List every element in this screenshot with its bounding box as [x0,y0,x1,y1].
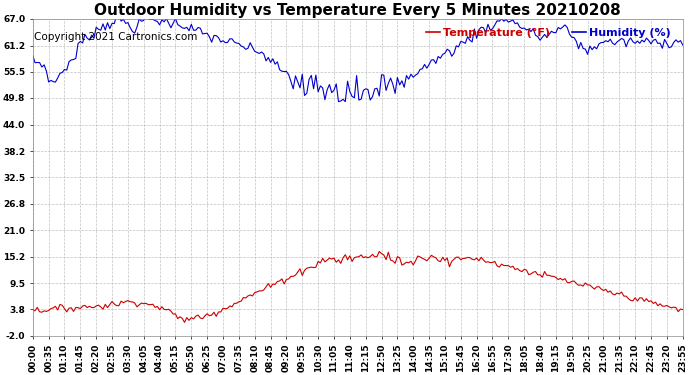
Text: Copyright 2021 Cartronics.com: Copyright 2021 Cartronics.com [34,32,197,42]
Legend: Temperature (°F), Humidity (%): Temperature (°F), Humidity (%) [426,28,671,38]
Title: Outdoor Humidity vs Temperature Every 5 Minutes 20210208: Outdoor Humidity vs Temperature Every 5 … [95,3,621,18]
